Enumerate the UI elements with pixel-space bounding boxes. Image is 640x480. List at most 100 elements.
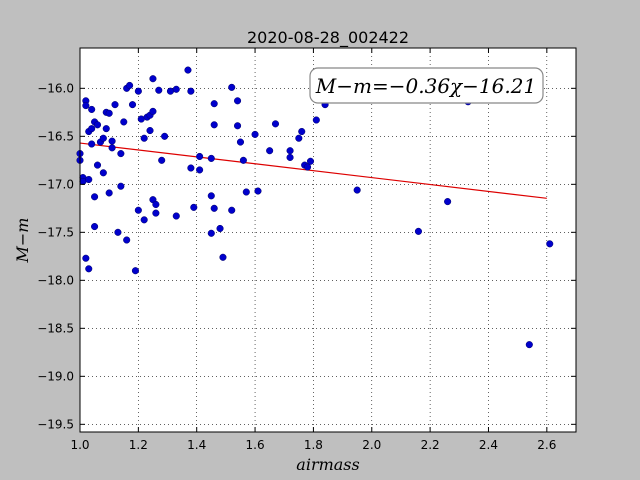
y-tick-label: −17.0 — [37, 177, 74, 191]
y-tick-label: −19.0 — [37, 369, 74, 383]
y-tick-label: −18.0 — [37, 273, 74, 287]
data-point — [126, 81, 134, 89]
data-point — [236, 138, 245, 146]
data-point — [149, 107, 157, 115]
x-tick-label: 2.4 — [479, 438, 498, 452]
plot-area — [80, 48, 576, 432]
y-tick-label: −16.5 — [37, 129, 74, 143]
x-tick-label: 2.6 — [537, 438, 556, 452]
x-tick-label: 1.4 — [187, 438, 206, 452]
x-tick-label: 1.8 — [304, 438, 323, 452]
data-point — [114, 228, 122, 236]
data-point — [111, 101, 119, 109]
data-point — [108, 144, 116, 152]
y-axis-label: M−m — [13, 218, 32, 264]
data-points — [76, 66, 554, 349]
x-axis-label: airmass — [296, 455, 359, 474]
y-tick-labels: −16.0 −16.5 −17.0 −17.5 −18.0 −18.5 −19.0 −19.5 — [37, 81, 74, 431]
x-tick-label: 1.0 — [70, 438, 89, 452]
fit-line-group — [79, 142, 547, 199]
fit-equation-box: M−m=−0.36χ−16.21 — [309, 67, 544, 104]
y-tick-label: −17.5 — [37, 225, 74, 239]
data-point — [525, 341, 533, 349]
data-point — [146, 127, 154, 135]
data-point — [108, 137, 116, 145]
data-point — [184, 66, 192, 74]
data-point — [123, 236, 131, 244]
data-point — [99, 169, 107, 177]
x-tick-label: 2.2 — [421, 438, 440, 452]
fit-equation-text: M−m=−0.36χ−16.21 — [315, 74, 536, 98]
data-point — [228, 206, 236, 214]
data-point — [254, 187, 262, 195]
data-point — [210, 121, 218, 129]
data-point — [228, 83, 236, 91]
data-point — [286, 153, 294, 161]
data-point — [298, 127, 306, 136]
data-point — [306, 157, 315, 165]
data-point — [105, 189, 113, 197]
data-point — [172, 212, 180, 220]
data-point — [102, 125, 110, 133]
x-tick-label: 1.2 — [129, 438, 148, 452]
data-point — [91, 193, 99, 201]
data-point — [219, 253, 227, 261]
data-point — [207, 154, 215, 162]
data-point — [210, 204, 218, 212]
x-tick-labels: 1.0 1.2 1.4 1.6 1.8 2.0 2.2 2.4 2.6 — [70, 438, 556, 452]
data-point — [207, 192, 215, 200]
data-point — [271, 120, 280, 128]
data-point — [117, 182, 125, 190]
data-point — [149, 75, 157, 83]
data-point — [187, 87, 195, 95]
data-point — [152, 200, 160, 209]
y-tick-label: −18.5 — [37, 321, 74, 335]
data-point — [190, 203, 198, 211]
data-point — [134, 87, 142, 95]
data-point — [134, 206, 142, 214]
chart-title: 2020-08-28_002422 — [247, 28, 409, 48]
y-tick-label: −19.5 — [37, 417, 74, 431]
data-point — [82, 254, 90, 262]
grid-lines — [79, 48, 576, 432]
data-point — [414, 227, 422, 235]
data-point — [88, 125, 96, 133]
x-tick-label: 2.0 — [362, 438, 381, 452]
data-point — [546, 240, 554, 248]
data-point — [91, 223, 99, 231]
data-point — [140, 134, 148, 142]
data-point — [196, 166, 204, 174]
data-point — [99, 134, 107, 142]
data-point — [117, 150, 125, 158]
data-point — [82, 102, 90, 110]
data-point — [234, 122, 242, 130]
data-point — [128, 101, 137, 109]
data-point — [234, 97, 242, 105]
data-point — [161, 132, 169, 140]
data-point — [93, 161, 102, 169]
data-point — [131, 267, 139, 275]
data-point — [353, 186, 361, 194]
data-point — [172, 85, 180, 93]
data-point — [295, 134, 303, 142]
data-point — [216, 224, 224, 233]
data-point — [286, 147, 294, 155]
data-point — [207, 229, 215, 237]
data-point — [312, 116, 320, 124]
data-point — [196, 152, 204, 161]
data-point — [242, 188, 250, 196]
data-point — [304, 163, 312, 171]
data-point — [88, 105, 96, 113]
data-point — [155, 86, 163, 94]
data-point — [105, 109, 113, 117]
x-tick-label: 1.6 — [246, 438, 265, 452]
data-point — [152, 209, 160, 217]
data-point — [210, 100, 218, 108]
data-point — [251, 130, 259, 138]
data-point — [266, 147, 274, 155]
data-point — [120, 118, 128, 126]
data-point — [140, 216, 148, 224]
data-point — [187, 164, 195, 172]
